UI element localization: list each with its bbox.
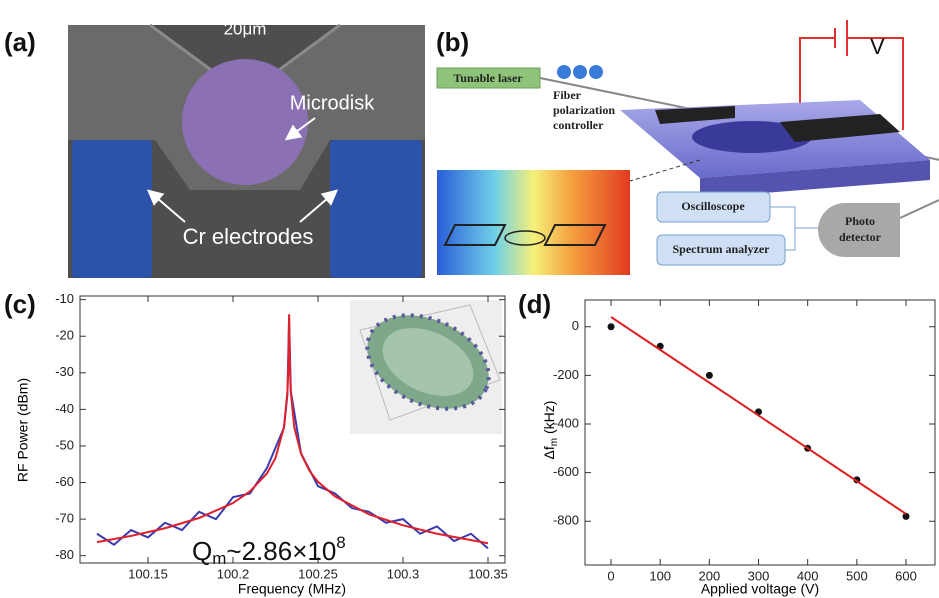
point: [608, 323, 615, 330]
inset: [350, 297, 504, 434]
label: Microdisk: [290, 92, 375, 114]
x-tick-label: 300: [748, 568, 770, 583]
y-tick-label: -10: [55, 291, 74, 306]
fiber: [900, 200, 939, 218]
scale-label: 20μm: [224, 19, 267, 38]
point: [706, 372, 713, 379]
y-tick-label: -30: [55, 364, 74, 379]
y-tick-label: -20: [55, 328, 74, 343]
x-tick-label: 0: [607, 568, 614, 583]
y-tick-label: -400: [553, 415, 579, 430]
y-tick-label: -800: [553, 513, 579, 528]
label: Photo: [845, 214, 875, 228]
page: (a) 20μm Microdisk Cr electrodes (b) V T…: [0, 0, 939, 598]
panel-label: (d): [518, 289, 551, 319]
field-map: [437, 170, 630, 275]
y-tick-label: 0: [572, 318, 579, 333]
x-tick-label: 100.35: [468, 566, 508, 581]
electrode: [72, 140, 152, 278]
y-tick-label: -50: [55, 437, 74, 452]
label: polarization: [553, 103, 615, 117]
y-axis-title: RF Power (dBm): [15, 378, 31, 482]
x-tick-label: 200: [699, 568, 721, 583]
label: Oscilloscope: [681, 199, 745, 213]
x-tick-label: 500: [846, 568, 868, 583]
panel-label: (a): [4, 27, 36, 57]
y-tick-label: -600: [553, 464, 579, 479]
y-tick-label: -60: [55, 474, 74, 489]
figure: (a) 20μm Microdisk Cr electrodes (b) V T…: [0, 0, 939, 598]
x-tick-label: 100.3: [387, 566, 420, 581]
line: [611, 317, 906, 514]
y-tick-label: -40: [55, 401, 74, 416]
x-tick-label: 600: [895, 568, 917, 583]
paddle: [557, 65, 571, 79]
x-tick-label: 100.15: [128, 566, 168, 581]
x-tick-label: 400: [797, 568, 819, 583]
x-tick-label: 100.2: [217, 566, 250, 581]
microdisk: [182, 59, 308, 185]
x-tick-label: 100: [649, 568, 671, 583]
voltage-label: V: [870, 34, 885, 59]
x-axis-title: Frequency (MHz): [238, 581, 346, 597]
plot-frame: [585, 300, 935, 565]
y-tick-label: -70: [55, 511, 74, 526]
label: detector: [839, 230, 882, 244]
label: Cr electrodes: [183, 224, 314, 249]
label: Fiber: [553, 88, 582, 102]
paddle: [573, 65, 587, 79]
paddle: [589, 65, 603, 79]
x-tick-label: 100.25: [298, 566, 338, 581]
label: Spectrum analyzer: [673, 242, 771, 256]
y-tick-label: -200: [553, 367, 579, 382]
electrode: [330, 140, 422, 278]
label: Tunable laser: [453, 71, 523, 85]
panel-label: (c): [4, 289, 36, 319]
label: controller: [553, 118, 604, 132]
panel-label: (b): [436, 27, 469, 57]
y-tick-label: -80: [55, 547, 74, 562]
